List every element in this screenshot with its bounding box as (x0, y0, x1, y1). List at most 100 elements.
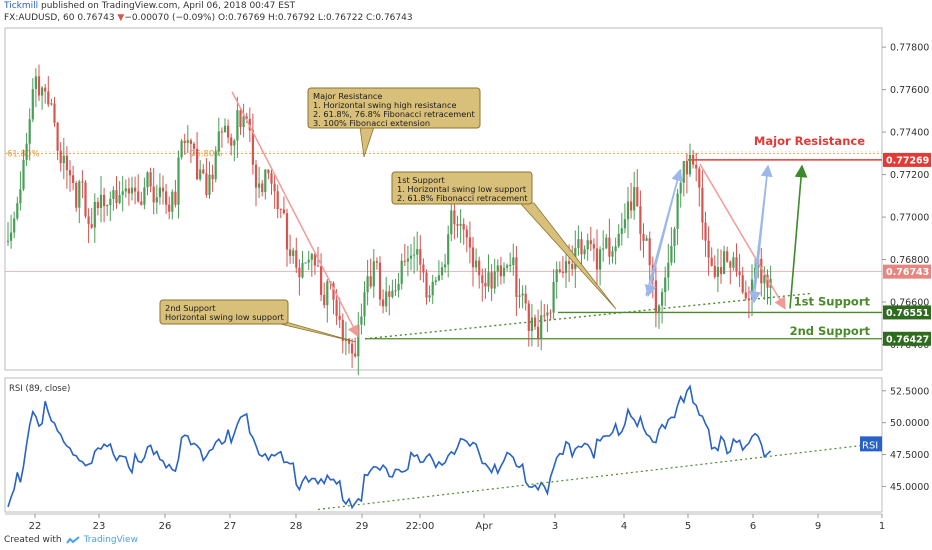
candle[interactable] (208, 161, 211, 199)
candle[interactable] (667, 243, 670, 291)
candle[interactable] (115, 176, 118, 209)
candle[interactable] (192, 141, 196, 156)
candle[interactable] (267, 169, 270, 180)
candle[interactable] (127, 177, 130, 206)
candle[interactable] (471, 237, 475, 287)
candle[interactable] (360, 303, 363, 335)
candle[interactable] (620, 212, 623, 246)
candle[interactable] (428, 285, 431, 302)
blue-arrow-return-1[interactable] (644, 170, 681, 298)
candle[interactable] (413, 236, 416, 274)
candle[interactable] (437, 260, 440, 282)
candle[interactable] (214, 146, 217, 183)
candle[interactable] (109, 191, 112, 222)
candle[interactable] (639, 190, 642, 251)
candle[interactable] (549, 309, 552, 321)
candle[interactable] (664, 266, 667, 307)
candle[interactable] (59, 142, 62, 172)
candle[interactable] (561, 256, 564, 278)
candle[interactable] (242, 103, 245, 138)
candle[interactable] (580, 231, 583, 265)
candle[interactable] (484, 268, 487, 299)
candle[interactable] (732, 251, 735, 271)
candle[interactable] (171, 189, 174, 220)
candle[interactable] (310, 252, 313, 277)
candle[interactable] (323, 282, 326, 309)
candle[interactable] (223, 118, 227, 133)
candle[interactable] (419, 235, 422, 281)
candle[interactable] (47, 76, 50, 107)
candle[interactable] (165, 183, 168, 214)
candle[interactable] (239, 108, 242, 135)
candle[interactable] (481, 268, 484, 302)
candle[interactable] (726, 246, 729, 263)
candle[interactable] (149, 167, 152, 193)
candle[interactable] (202, 164, 205, 175)
candle[interactable] (295, 237, 298, 273)
drop-arrow-1[interactable] (231, 91, 359, 338)
candle[interactable] (81, 170, 84, 199)
candle[interactable] (657, 304, 661, 329)
candle[interactable] (642, 223, 645, 258)
candle[interactable] (630, 182, 633, 219)
candle[interactable] (447, 225, 450, 278)
candle[interactable] (217, 117, 220, 156)
candle[interactable] (96, 197, 99, 216)
candle[interactable] (444, 253, 447, 273)
candle[interactable] (475, 248, 478, 273)
candle[interactable] (456, 215, 459, 238)
candle[interactable] (592, 238, 595, 262)
candle[interactable] (338, 297, 341, 329)
candle[interactable] (251, 113, 254, 175)
candle[interactable] (298, 259, 301, 296)
candle[interactable] (533, 314, 537, 330)
candle[interactable] (103, 187, 106, 223)
candle[interactable] (611, 246, 614, 264)
candle[interactable] (366, 259, 369, 306)
candle[interactable] (719, 249, 723, 284)
candle[interactable] (44, 84, 47, 104)
candle[interactable] (763, 266, 766, 300)
candle[interactable] (586, 233, 589, 261)
candle[interactable] (459, 209, 462, 243)
candle[interactable] (509, 252, 512, 273)
candle[interactable] (499, 256, 502, 285)
candle[interactable] (326, 279, 329, 323)
candle[interactable] (62, 138, 65, 180)
candle[interactable] (425, 269, 428, 305)
candle[interactable] (37, 64, 41, 102)
candle[interactable] (22, 149, 25, 192)
author-link[interactable]: Tickmill (4, 1, 39, 11)
candle[interactable] (462, 218, 465, 245)
candle[interactable] (146, 171, 149, 196)
candle[interactable] (196, 131, 199, 181)
symbol-label[interactable]: FX:AUDUSD, 60 (4, 13, 75, 23)
candle[interactable] (540, 300, 543, 351)
candle[interactable] (121, 175, 124, 212)
candle[interactable] (608, 218, 611, 265)
candle[interactable] (177, 150, 180, 219)
candle[interactable] (710, 247, 713, 267)
candle[interactable] (199, 160, 202, 182)
candle[interactable] (617, 224, 620, 249)
candle[interactable] (633, 171, 636, 220)
candle[interactable] (124, 179, 127, 198)
candle[interactable] (99, 176, 103, 223)
candle[interactable] (25, 132, 28, 166)
candle[interactable] (357, 312, 360, 376)
candle[interactable] (261, 179, 264, 197)
candle[interactable] (6, 222, 10, 246)
candle[interactable] (747, 286, 750, 319)
tradingview-brand[interactable]: TradingView (83, 535, 138, 545)
candle[interactable] (692, 150, 695, 169)
candle[interactable] (713, 255, 716, 279)
candle[interactable] (490, 264, 493, 302)
candle[interactable] (50, 98, 53, 106)
candle[interactable] (673, 226, 676, 264)
candle[interactable] (227, 119, 230, 144)
candle[interactable] (397, 272, 400, 298)
candle[interactable] (537, 309, 540, 347)
candle[interactable] (254, 159, 258, 207)
rise-arrow-green[interactable] (789, 164, 808, 309)
